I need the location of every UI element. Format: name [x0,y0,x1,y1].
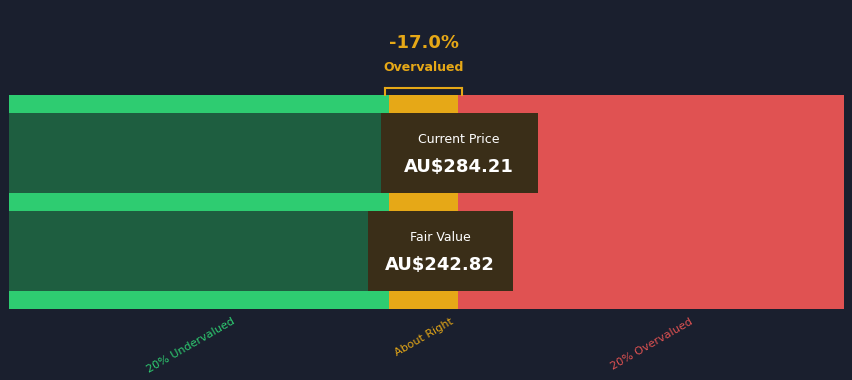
Text: About Right: About Right [392,317,454,358]
Bar [9,193,389,211]
Text: Overvalued: Overvalued [383,61,463,74]
Text: Current Price: Current Price [417,133,499,146]
Text: -17.0%: -17.0% [389,34,458,52]
Bar [458,95,843,113]
Bar [389,211,458,291]
Bar [458,291,843,309]
Bar [9,211,389,291]
Bar [458,211,843,291]
Bar [458,193,843,211]
Bar [9,95,389,113]
Bar [389,193,458,211]
Text: Fair Value: Fair Value [410,231,470,244]
Bar [458,113,843,193]
Text: 20% Overvalued: 20% Overvalued [608,317,694,372]
Bar [9,113,389,193]
Bar [389,113,458,193]
Bar [389,291,458,309]
Text: 20% Undervalued: 20% Undervalued [145,317,237,375]
Bar [367,211,512,291]
Text: AU$284.21: AU$284.21 [404,158,514,176]
Bar [380,113,537,193]
Text: AU$242.82: AU$242.82 [385,256,495,274]
Bar [9,291,389,309]
Bar [389,95,458,113]
